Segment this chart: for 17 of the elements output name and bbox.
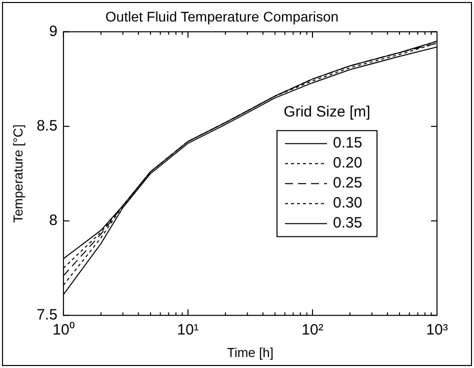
x-tick-label: 10³ — [426, 322, 448, 339]
legend-label: 0.25 — [333, 174, 362, 192]
x-tick-label: 10¹ — [177, 322, 199, 339]
y-tick-label: 9 — [49, 22, 58, 40]
y-tick-label: 8 — [49, 212, 58, 230]
legend-label: 0.20 — [333, 154, 362, 172]
x-tick-label: 10⁰ — [52, 322, 74, 339]
y-tick-label: 7.5 — [36, 306, 58, 324]
legend-label: 0.30 — [333, 194, 362, 212]
legend-label: 0.35 — [333, 214, 362, 232]
y-axis-title: Temperature [°C] — [10, 124, 26, 223]
y-tick-label: 8.5 — [36, 117, 58, 134]
chart-title: Outlet Fluid Temperature Comparison — [105, 8, 339, 24]
x-tick-label: 10² — [302, 322, 324, 339]
legend-title: Grid Size [m] — [284, 104, 370, 121]
legend-label: 0.15 — [333, 134, 362, 152]
x-axis-title: Time [h] — [226, 344, 274, 360]
